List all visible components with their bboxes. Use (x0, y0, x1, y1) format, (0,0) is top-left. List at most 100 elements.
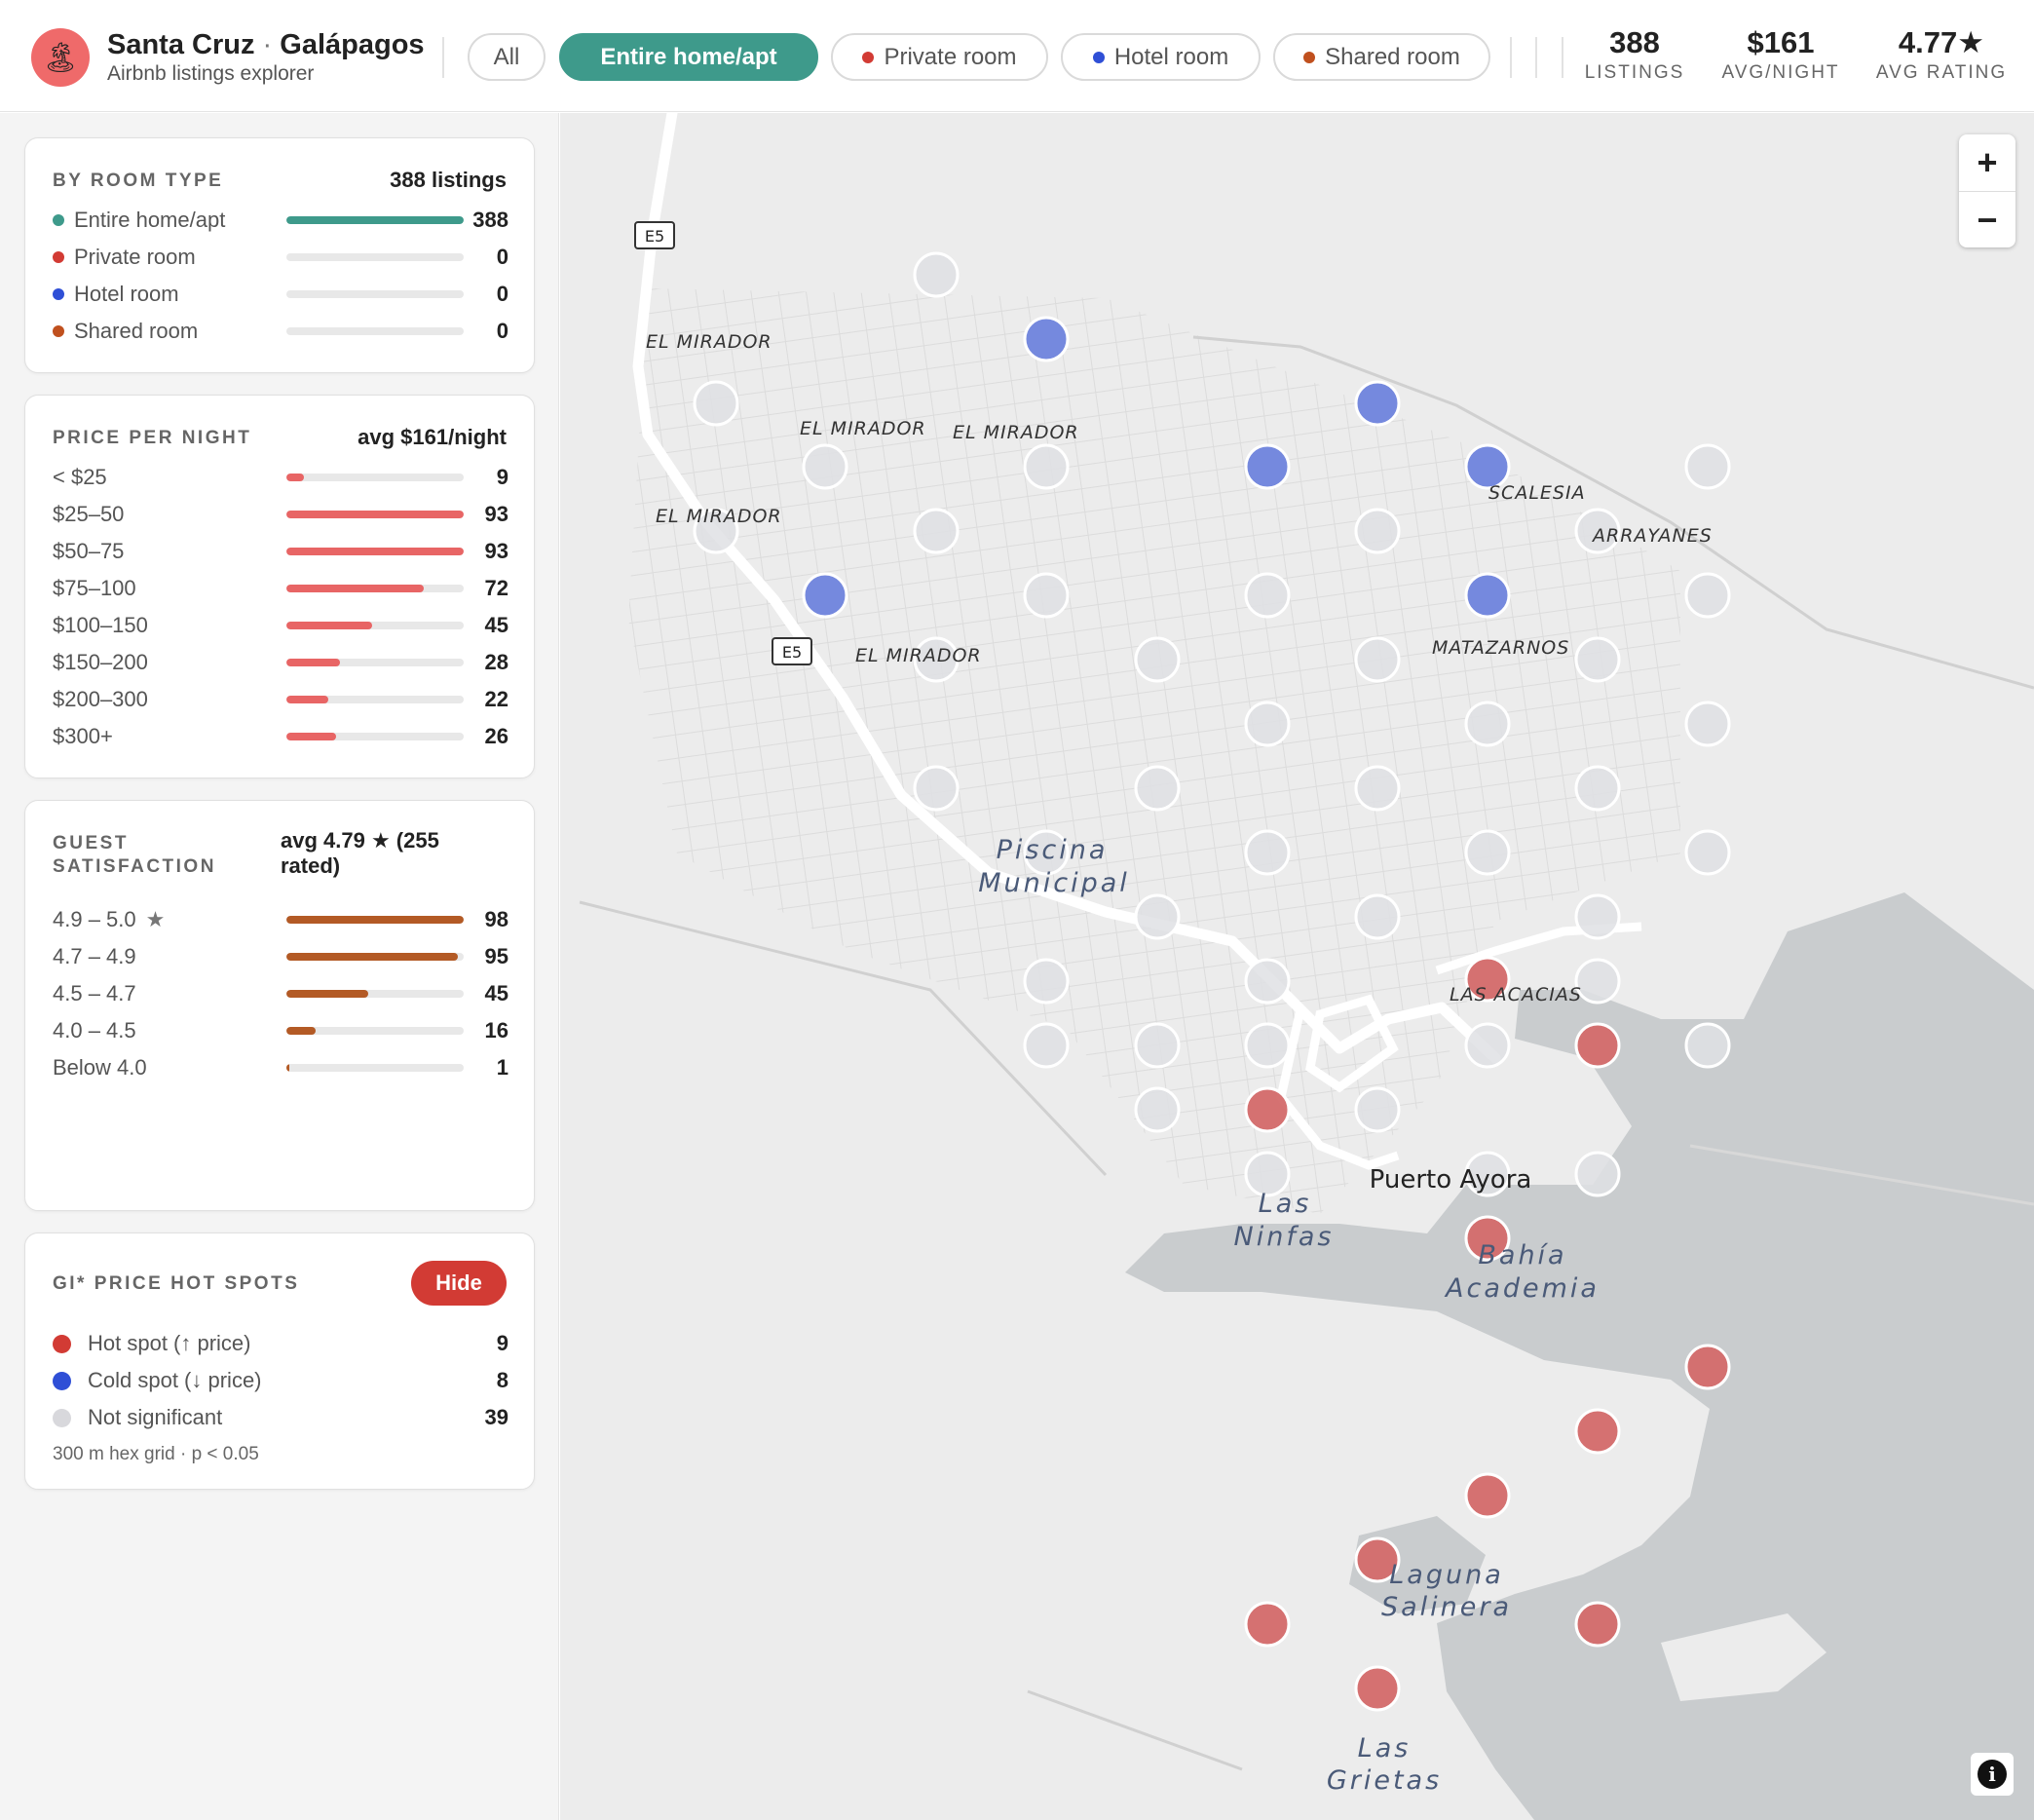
neutral-cell-marker[interactable] (1574, 958, 1621, 1005)
neutral-cell-marker[interactable] (1244, 572, 1291, 619)
neutral-cell-marker[interactable] (913, 508, 960, 554)
basemap[interactable]: E5 E5 EL MIRADOR EL MIRADOR EL MIRADOR EL MIR… (560, 113, 2034, 1820)
neutral-cell-marker[interactable] (1354, 1086, 1401, 1133)
hot-spot-marker[interactable] (1244, 1601, 1291, 1648)
cold-spot-marker[interactable] (1354, 380, 1401, 427)
cold-spot-marker[interactable] (1464, 443, 1511, 490)
price-row: $25–50 93 (53, 500, 508, 529)
neutral-cell-marker[interactable] (1023, 958, 1070, 1005)
hotspot-legend-row: Cold spot (↓ price) 8 (53, 1365, 508, 1394)
neutral-cell-marker[interactable] (1134, 1022, 1181, 1069)
neutral-cell-marker[interactable] (913, 765, 960, 812)
info-icon: i (1978, 1760, 2007, 1789)
neutral-cell-marker[interactable] (1464, 1022, 1511, 1069)
neutral-cell-marker[interactable] (1134, 893, 1181, 940)
neutral-cell-marker[interactable] (1134, 636, 1181, 683)
hot-spot-marker[interactable] (1464, 1472, 1511, 1519)
filter-shared-room-button[interactable]: Shared room (1273, 33, 1490, 81)
hot-spot-marker[interactable] (1684, 1344, 1731, 1390)
neutral-cell-marker[interactable] (913, 251, 960, 298)
island-logo-icon: 🏝 (31, 28, 90, 87)
hide-hotspots-button[interactable]: Hide (411, 1261, 507, 1306)
neutral-cell-marker[interactable] (1574, 636, 1621, 683)
neutral-cell-marker[interactable] (1354, 636, 1401, 683)
neutral-cell-marker[interactable] (1684, 701, 1731, 747)
attribution-info-button[interactable]: i (1971, 1753, 2014, 1796)
neutral-cell-marker[interactable] (913, 636, 960, 683)
price-row-label: $200–300 (53, 687, 148, 711)
zoom-in-button[interactable]: + (1977, 142, 1998, 182)
sat-bar-fill (286, 1064, 289, 1072)
neutral-cell-marker[interactable] (1244, 829, 1291, 876)
hot-spot-marker[interactable] (1574, 1408, 1621, 1455)
sat-bar-track (286, 1027, 464, 1035)
hotspots-card: GI* PRICE HOT SPOTS Hide Hot spot (↑ pri… (24, 1232, 535, 1490)
room-type-title: BY ROOM TYPE (53, 171, 224, 191)
room-row-value: 0 (496, 319, 508, 343)
neutral-cell-marker[interactable] (1684, 443, 1731, 490)
room-row-label: Private room (74, 245, 196, 269)
satisfaction-avg: avg 4.79 ★ (255 rated) (281, 828, 439, 878)
hotspots-title: GI* PRICE HOT SPOTS (53, 1273, 300, 1294)
neutral-cell-marker[interactable] (1244, 1151, 1291, 1197)
neutral-cell-marker[interactable] (1134, 765, 1181, 812)
neutral-cell-marker[interactable] (1354, 765, 1401, 812)
neutral-cell-marker[interactable] (1684, 829, 1731, 876)
price-bar-fill (286, 548, 464, 555)
hot-spot-marker[interactable] (1464, 1215, 1511, 1262)
price-row-value: 45 (484, 613, 508, 637)
price-row-value: 93 (484, 502, 508, 526)
cold-spot-marker[interactable] (1244, 443, 1291, 490)
neutral-cell-marker[interactable] (1023, 572, 1070, 619)
cold-spot-marker[interactable] (1023, 316, 1070, 362)
map-view[interactable]: E5 E5 EL MIRADOR EL MIRADOR EL MIRADOR EL MIR… (560, 113, 2034, 1820)
hot-spot-marker[interactable] (1574, 1601, 1621, 1648)
hot-spot-marker[interactable] (1354, 1536, 1401, 1583)
road-shield-icon (634, 221, 675, 249)
neutral-cell-marker[interactable] (1244, 1022, 1291, 1069)
room-bar-track (286, 216, 464, 224)
neutral-cell-marker[interactable] (1023, 443, 1070, 490)
neutral-cell-marker[interactable] (1574, 765, 1621, 812)
filter-all-button[interactable]: All (468, 33, 546, 81)
neutral-cell-marker[interactable] (1574, 893, 1621, 940)
hot-spot-marker[interactable] (1574, 1022, 1621, 1069)
neutral-cell-marker[interactable] (1574, 508, 1621, 554)
neutral-cell-marker[interactable] (1023, 1022, 1070, 1069)
price-title: PRICE PER NIGHT (53, 428, 252, 448)
sat-row-value: 16 (484, 1018, 508, 1043)
hot-spot-marker[interactable] (1464, 956, 1511, 1003)
hot-spot-marker[interactable] (1244, 1086, 1291, 1133)
neutral-cell-marker[interactable] (1244, 958, 1291, 1005)
neutral-cell-marker[interactable] (693, 380, 739, 427)
neutral-cell-marker[interactable] (1574, 1151, 1621, 1197)
neutral-cell-marker[interactable] (1354, 893, 1401, 940)
room-bar-track (286, 327, 464, 335)
neutral-cell-marker[interactable] (1023, 829, 1070, 876)
neutral-cell-marker[interactable] (1684, 572, 1731, 619)
sat-bar-track (286, 953, 464, 961)
neutral-cell-marker[interactable] (693, 508, 739, 554)
zoom-out-button[interactable]: − (1959, 191, 2015, 247)
road-shield-label: E5 (645, 227, 664, 246)
neutral-cell-marker[interactable] (1134, 1086, 1181, 1133)
neutral-cell-marker[interactable] (1464, 1151, 1511, 1197)
place-label: Piscina (997, 835, 1109, 865)
neutral-cell-marker[interactable] (802, 443, 848, 490)
filter-private-room-button[interactable]: Private room (831, 33, 1048, 81)
neutral-cell-marker[interactable] (1464, 829, 1511, 876)
cold-spot-marker[interactable] (802, 572, 848, 619)
coast-path (1689, 1144, 2034, 1206)
neutral-cell-marker[interactable] (1464, 701, 1511, 747)
filter-entire-home-button[interactable]: Entire home/apt (559, 33, 818, 81)
room-row-label: Hotel room (74, 282, 179, 306)
hot-spot-marker[interactable] (1354, 1665, 1401, 1712)
place-label: Las (1259, 1189, 1312, 1219)
cold-spot-marker[interactable] (1464, 572, 1511, 619)
neutral-cell-marker[interactable] (1244, 701, 1291, 747)
neutral-cell-marker[interactable] (1354, 508, 1401, 554)
price-row: $200–300 22 (53, 685, 508, 714)
neutral-cell-marker[interactable] (1684, 1022, 1731, 1069)
filter-hotel-room-button[interactable]: Hotel room (1061, 33, 1261, 81)
price-row: $150–200 28 (53, 648, 508, 677)
